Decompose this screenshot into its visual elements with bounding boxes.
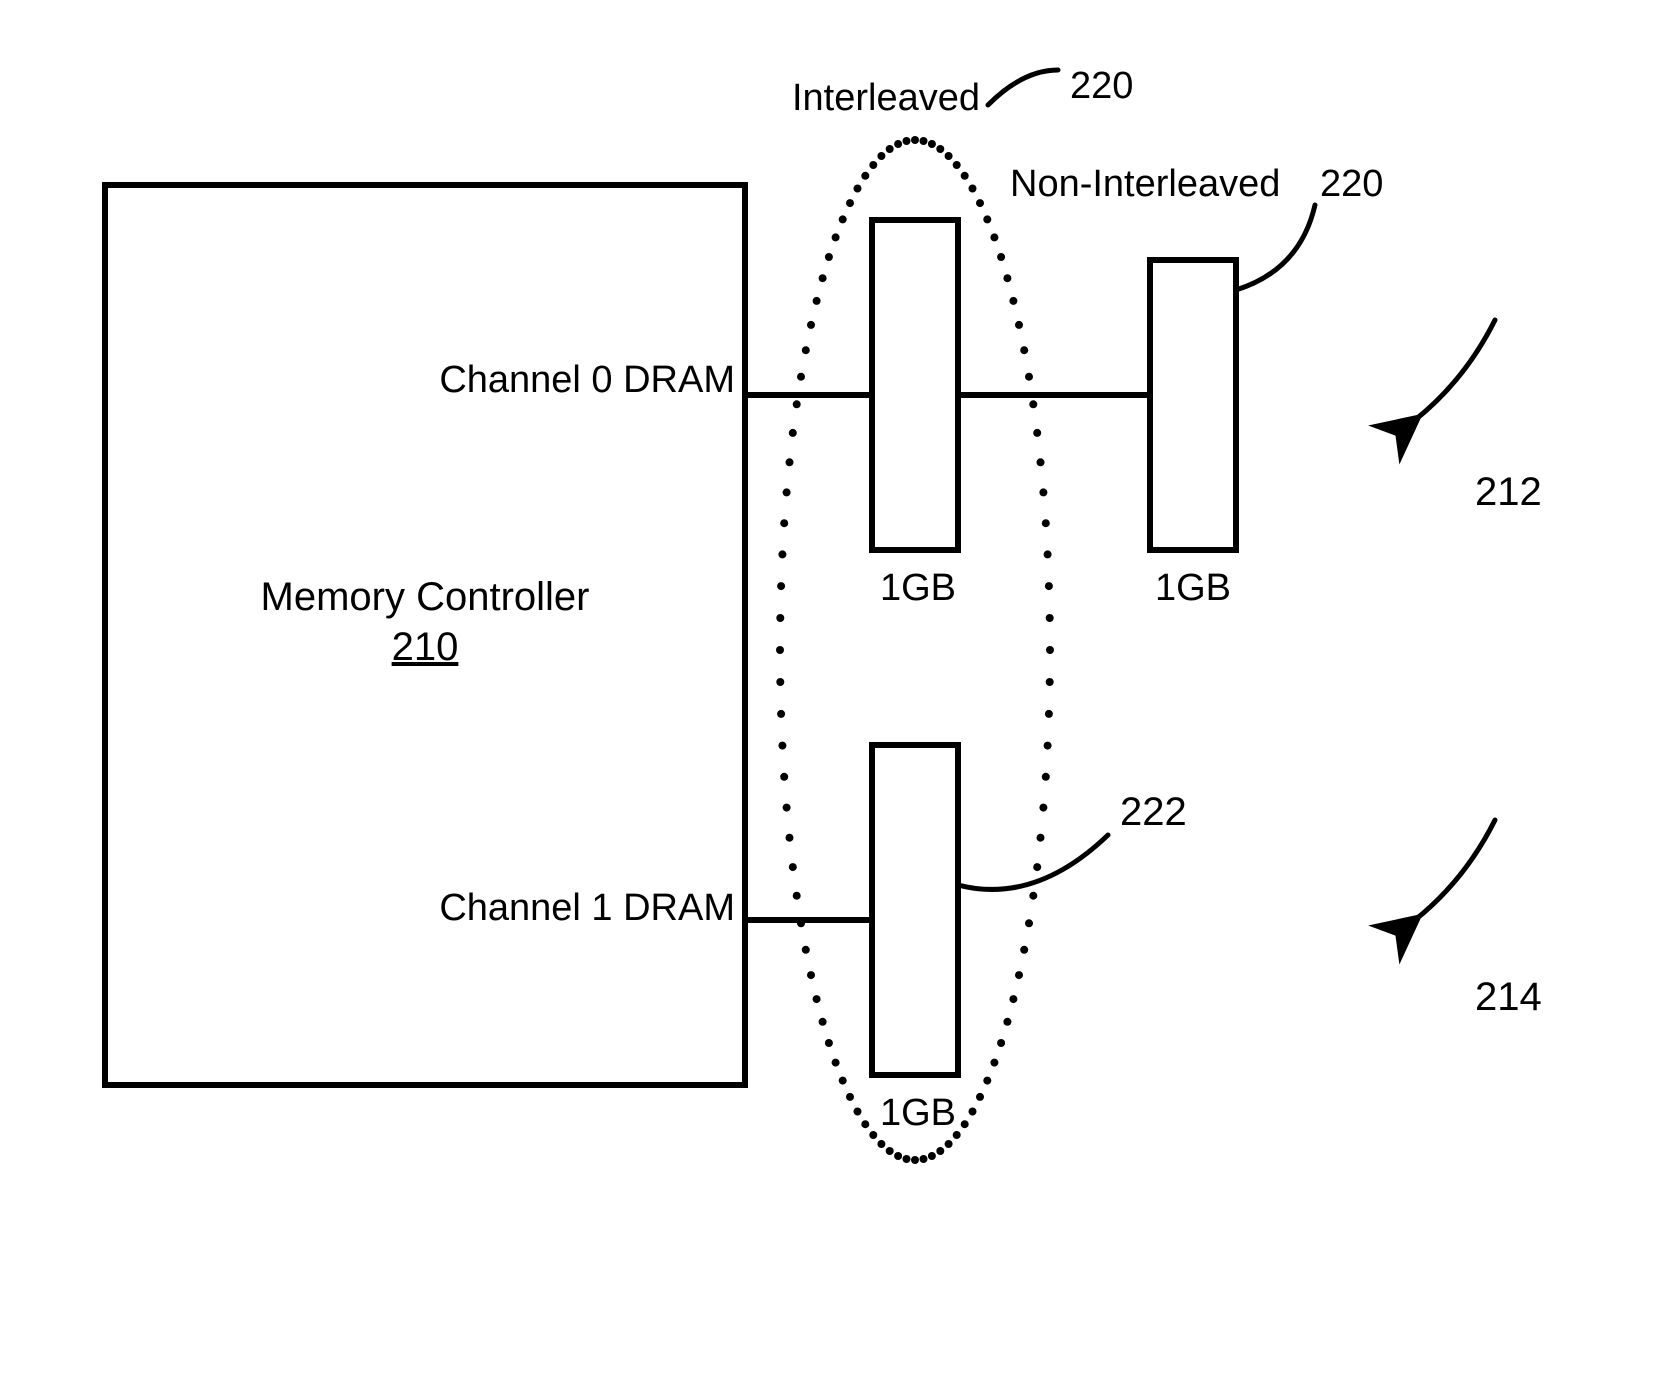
ch1-dimm0 bbox=[872, 745, 958, 1075]
noninterleaved-label: Non-Interleaved bbox=[1010, 163, 1280, 205]
ch1-dimm0-size: 1GB bbox=[880, 1092, 956, 1134]
ref-222-arrow bbox=[958, 835, 1108, 889]
ch0-dimm1-size: 1GB bbox=[1155, 567, 1231, 609]
memory-controller-title: Memory Controller bbox=[261, 575, 590, 619]
ref-222-number: 222 bbox=[1120, 790, 1187, 834]
ref-214-arrow bbox=[1415, 820, 1495, 920]
memory-controller-ref: 210 bbox=[392, 625, 459, 669]
channel1-label: Channel 1 DRAM bbox=[439, 887, 735, 929]
ref-212-number: 212 bbox=[1475, 470, 1542, 514]
channel0-label: Channel 0 DRAM bbox=[439, 359, 735, 401]
noninterleaved-leader bbox=[1236, 205, 1315, 290]
ch0-dimm0 bbox=[872, 220, 958, 550]
interleaved-ref: 220 bbox=[1070, 65, 1133, 107]
ch0-dimm1 bbox=[1150, 260, 1236, 550]
noninterleaved-ref: 220 bbox=[1320, 163, 1383, 205]
interleaved-label: Interleaved bbox=[792, 77, 980, 119]
interleaved-leader bbox=[988, 70, 1058, 105]
ref-212-arrow bbox=[1415, 320, 1495, 420]
ch0-dimm0-size: 1GB bbox=[880, 567, 956, 609]
ref-214-number: 214 bbox=[1475, 975, 1542, 1019]
